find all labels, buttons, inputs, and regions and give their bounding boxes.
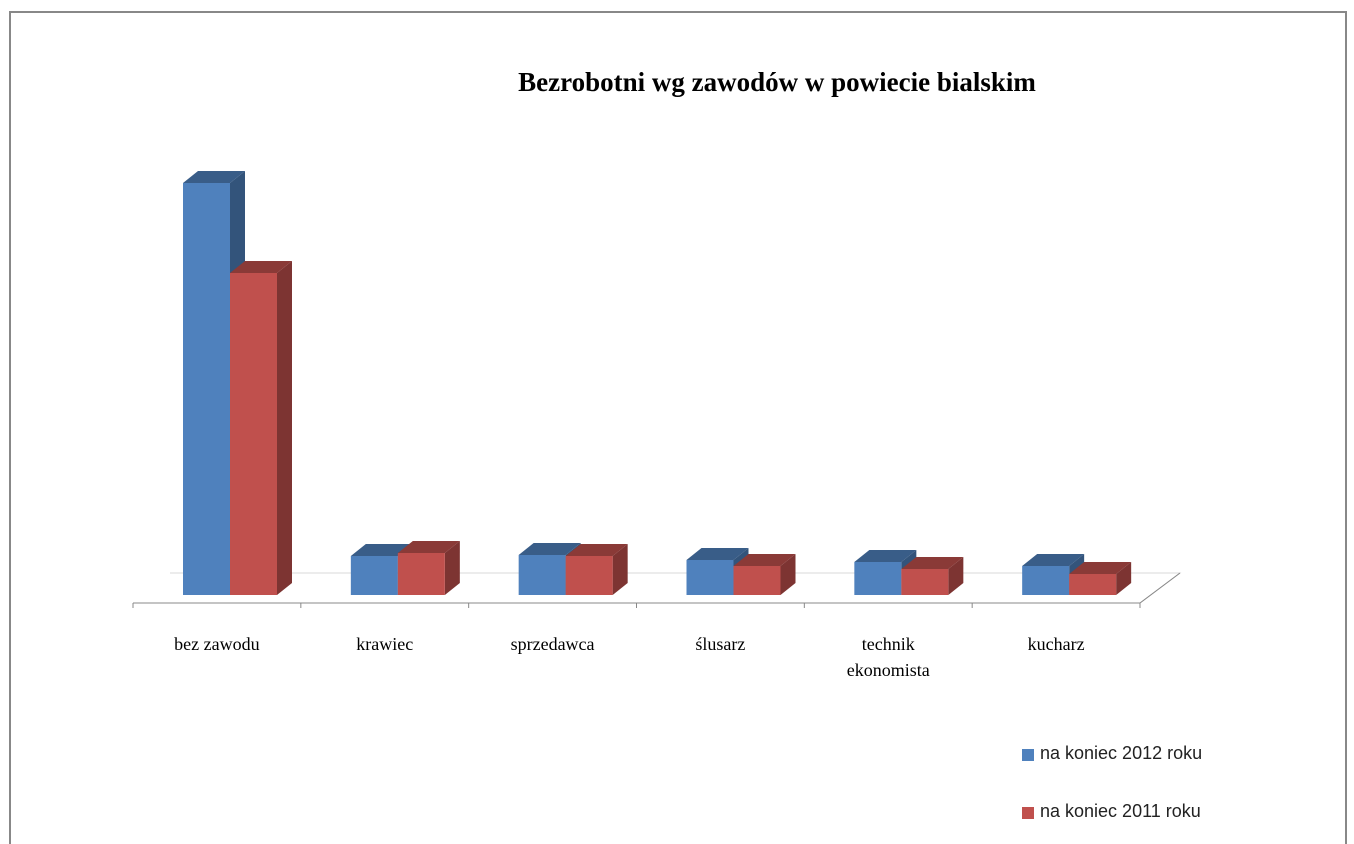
bar-top (518, 543, 581, 555)
bar-front (350, 556, 398, 595)
x-tick-label: bez zawodu (174, 634, 260, 654)
bar-front (686, 560, 734, 595)
bar (397, 541, 460, 595)
frame (9, 11, 1347, 844)
bar-top (230, 261, 292, 273)
bar-top (397, 541, 460, 553)
bar-front (1069, 574, 1117, 595)
bar-front (518, 555, 566, 595)
bar-side (444, 541, 460, 595)
bar-top (183, 171, 245, 183)
x-tick-label: krawiec (356, 634, 414, 654)
legend-swatch (1022, 749, 1034, 761)
bar-top (565, 544, 628, 556)
bar-front (183, 183, 230, 595)
bar-side (948, 557, 964, 595)
bar-front (397, 553, 445, 595)
bar-top (901, 557, 964, 569)
bar-top (854, 550, 917, 562)
bar-top (733, 554, 796, 566)
x-tick-label: technik ekonomista (846, 634, 930, 680)
bar-front (901, 569, 949, 595)
x-tick-label: sprzedawca (510, 634, 595, 654)
bar-front (854, 562, 902, 595)
x-tick-label: kucharz (1027, 634, 1085, 654)
bar (565, 544, 628, 595)
bar-side (1116, 562, 1132, 595)
bar-top (350, 544, 413, 556)
bar-side (612, 544, 628, 595)
bar-side (780, 554, 796, 595)
bar-front (565, 556, 613, 595)
bar-top (1069, 562, 1132, 574)
bar-front (733, 566, 781, 595)
bar (1069, 562, 1132, 595)
x-tick-label: ślusarz (695, 634, 746, 654)
bar-front (230, 273, 277, 595)
bar-top (1022, 554, 1085, 566)
legend-label: na koniec 2011 roku (1040, 801, 1201, 821)
chart-title: Bezrobotni wg zawodów w powiecie bialski… (518, 67, 1036, 97)
x-axis-depth (1139, 572, 1181, 604)
bar (901, 557, 964, 595)
bar-top (686, 548, 749, 560)
bar (733, 554, 796, 595)
bar-side (277, 261, 292, 595)
legend-label: na koniec 2012 roku (1040, 743, 1203, 763)
bar (230, 261, 292, 595)
legend-swatch (1022, 807, 1034, 819)
bar-front (1022, 566, 1070, 595)
